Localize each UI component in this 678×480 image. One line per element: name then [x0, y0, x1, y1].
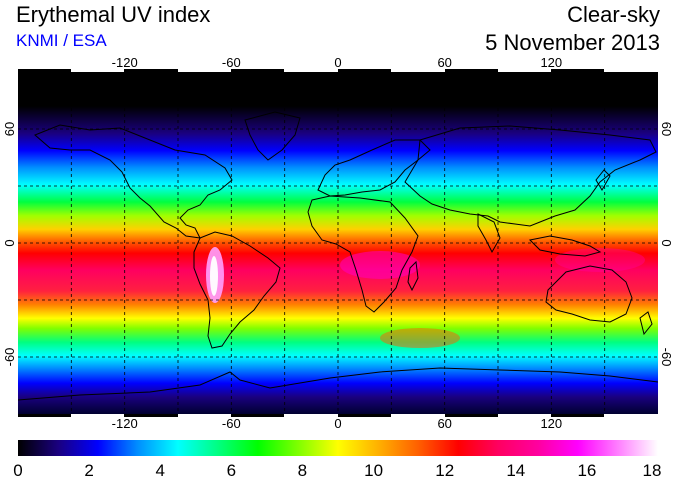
coastline-madagascar — [407, 260, 419, 292]
lat-tick-right: 0 — [659, 239, 674, 246]
lon-tick-bottom: -60 — [222, 416, 241, 431]
coastline-new-zealand — [639, 311, 653, 336]
coastline-africa — [307, 195, 419, 313]
colorbar-tick: 16 — [577, 461, 596, 480]
colorbar-tick: 8 — [298, 461, 307, 480]
coastline-indonesia — [528, 235, 602, 257]
lon-tick-bottom: 0 — [334, 416, 341, 431]
colorbar-tick: 0 — [13, 461, 22, 480]
coastline-south-america — [193, 231, 281, 349]
lon-tick-bottom: 60 — [437, 416, 451, 431]
graticule — [18, 72, 658, 414]
coastline-europe — [317, 139, 431, 197]
coastline-antarctica — [18, 367, 658, 401]
coastline-australia — [545, 265, 633, 323]
lat-tick-left: 60 — [2, 122, 17, 136]
lon-tick-top: 60 — [437, 55, 451, 70]
uv-hotspots — [206, 247, 645, 348]
lon-tick-top: -60 — [222, 55, 241, 70]
lon-tick-top: 0 — [334, 55, 341, 70]
coastline-india — [477, 213, 501, 254]
lat-tick-right: -60 — [659, 348, 674, 367]
colorbar-tick: 10 — [364, 461, 383, 480]
coastline-north-america — [34, 124, 233, 239]
lat-tick-left: 0 — [2, 239, 17, 246]
colorbar-tick: 14 — [506, 461, 525, 480]
sky-condition-label: Clear-sky — [567, 2, 660, 27]
coastlines — [18, 111, 658, 401]
frame-tick-gaps — [71, 69, 658, 417]
lat-tick-left: -60 — [2, 348, 17, 367]
colorbar — [18, 440, 658, 456]
lon-tick-bottom: -120 — [112, 416, 138, 431]
lon-tick-top: -120 — [112, 55, 138, 70]
map-title: Erythemal UV index — [16, 2, 211, 27]
colorbar-tick: 6 — [227, 461, 236, 480]
colorbar-tick: 12 — [435, 461, 454, 480]
colorbar-tick: 4 — [155, 461, 164, 480]
lat-tick-right: 60 — [659, 122, 674, 136]
coastline-japan — [595, 169, 611, 191]
date-label: 5 November 2013 — [485, 30, 660, 55]
coastline-greenland — [244, 111, 301, 161]
source-label: KNMI / ESA — [16, 31, 107, 50]
colorbar-tick: 18 — [643, 461, 662, 480]
coastline-asia — [404, 125, 657, 227]
colorbar-tick: 2 — [84, 461, 93, 480]
lon-tick-bottom: 120 — [540, 416, 562, 431]
lon-tick-top: 120 — [540, 55, 562, 70]
colorbar-ticks: 0 2 4 6 8 10 12 14 16 18 — [13, 461, 661, 480]
